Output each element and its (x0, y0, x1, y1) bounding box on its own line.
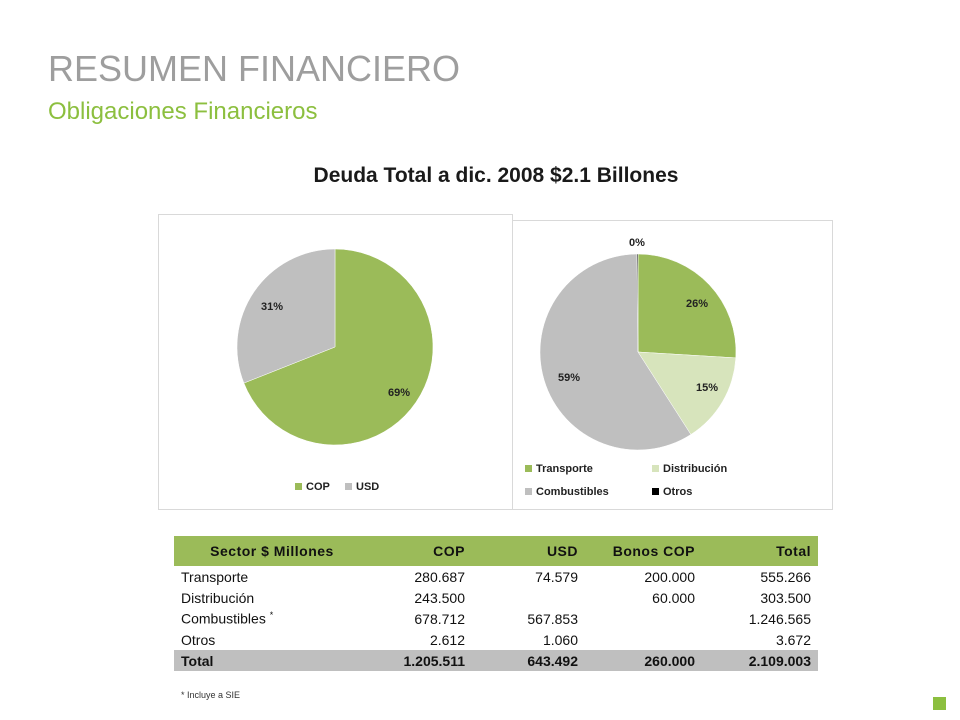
table-row: Transporte 280.687 74.579 200.000 555.26… (174, 566, 818, 587)
cell-cop: 243.500 (414, 589, 465, 606)
pie-slice-combustibles (539, 253, 692, 451)
data-label-combustibles: 59% (558, 372, 580, 384)
header-usd: USD (472, 536, 585, 566)
cell-sector: Total (174, 650, 370, 671)
data-label-transporte: 26% (686, 298, 708, 310)
cell-usd: 643.492 (472, 650, 585, 671)
cell-sector: Combustibles * (181, 610, 274, 627)
debt-table: Sector $ Millones COP USD Bonos COP Tota… (174, 536, 818, 671)
legend-swatch-usd (345, 483, 352, 490)
pie-slice-otros (636, 253, 639, 353)
table-total-row: Total 1.205.511 643.492 260.000 2.109.00… (174, 650, 818, 671)
footnote: * Incluye a SIE (181, 690, 241, 700)
data-label-otros: 0% (629, 237, 645, 249)
cell-bonos (585, 629, 702, 650)
cell-total: 1.246.565 (748, 610, 811, 627)
corner-square (933, 697, 946, 710)
pie-chart-sector: 26% 15% 59% 0% Transporte Distribución Combust… (525, 237, 737, 498)
legend-label-transporte: Transporte (536, 463, 593, 475)
cell-total: 3.672 (775, 631, 811, 648)
cell-usd: 74.579 (535, 568, 578, 585)
data-label-cop: 69% (388, 387, 410, 399)
cell-bonos: 200.000 (644, 568, 695, 585)
chart-main-title: Deuda Total a dic. 2008 $2.1 Billones (313, 164, 679, 187)
header-total: Total (702, 536, 818, 566)
cell-usd: 567.853 (527, 610, 578, 627)
cell-bonos: 260.000 (585, 650, 702, 671)
pie-slice-usd (236, 248, 336, 384)
cell-sector: Otros (181, 631, 216, 648)
pie-slice-distribucion (637, 351, 737, 435)
footnote-mark: * (269, 610, 274, 621)
legend-swatch-cop (295, 483, 302, 490)
pie-slice-cop (243, 248, 434, 446)
legend-label-cop: COP (306, 481, 330, 493)
cell-total: 303.500 (760, 589, 811, 606)
cell-cop: 678.712 (414, 610, 465, 627)
header-bonos: Bonos COP (585, 536, 702, 566)
header-sector: Sector $ Millones (174, 536, 370, 566)
legend-swatch-transporte (525, 465, 532, 472)
table-row: Combustibles * 678.712 567.853 1.246.565 (174, 608, 818, 629)
data-label-usd: 31% (261, 301, 283, 313)
table-header-row: Sector $ Millones COP USD Bonos COP Tota… (174, 536, 818, 566)
legend-swatch-otros (652, 488, 659, 495)
legend-label-otros: Otros (663, 486, 692, 498)
cell-cop: 280.687 (414, 568, 465, 585)
header-cop: COP (370, 536, 472, 566)
cell-bonos (585, 608, 702, 629)
legend-swatch-combustibles (525, 488, 532, 495)
cell-total: 2.109.003 (702, 650, 818, 671)
cell-total: 555.266 (760, 568, 811, 585)
data-label-distribucion: 15% (696, 382, 718, 394)
cell-usd: 1.060 (542, 631, 578, 648)
page-subtitle: Obligaciones Financieros (48, 98, 318, 125)
table-row: Distribución 243.500 60.000 303.500 (174, 587, 818, 608)
cell-cop: 2.612 (429, 631, 465, 648)
pie-chart-currency: 69% 31% COP USD (236, 248, 434, 493)
legend-label-usd: USD (356, 481, 379, 493)
cell-bonos: 60.000 (652, 589, 695, 606)
cell-cop: 1.205.511 (370, 650, 472, 671)
table-row: Otros 2.612 1.060 3.672 (174, 629, 818, 650)
cell-sector: Distribución (181, 589, 255, 606)
page-title: RESUMEN FINANCIERO (48, 48, 461, 89)
cell-usd (472, 587, 585, 608)
cell-sector: Transporte (181, 568, 249, 585)
legend-swatch-distribucion (652, 465, 659, 472)
legend-label-distribucion: Distribución (663, 463, 727, 475)
legend-label-combustibles: Combustibles (536, 486, 609, 498)
pie-slice-transporte (637, 253, 737, 359)
pie-chart-currency-panel: 69% 31% COP USD (158, 214, 513, 510)
